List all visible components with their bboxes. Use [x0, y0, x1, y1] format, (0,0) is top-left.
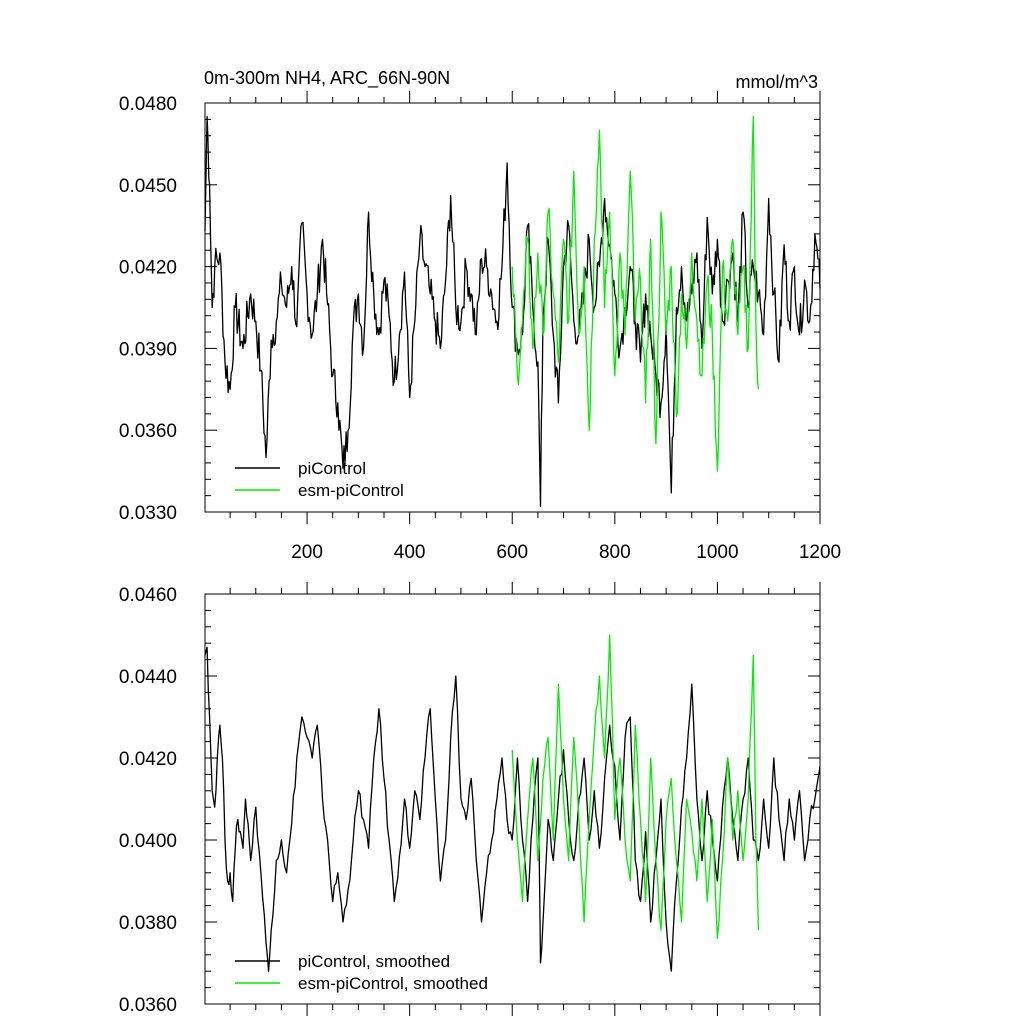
- y-tick-label: 0.0420: [119, 258, 177, 279]
- panel-top: 0.0330 0.0360 0.0390 0.0420 0.0450 0.0480 200 4…: [119, 91, 841, 563]
- chart-title: 0m-300m NH4, ARC_66N-90N: [204, 68, 450, 89]
- x-tick-label: 1200: [799, 542, 841, 563]
- series-line-esm-picontrol-smoothed: [511, 634, 760, 940]
- legend-label: piControl: [298, 459, 366, 478]
- panels: 0.0330 0.0360 0.0390 0.0420 0.0450 0.0480 200 4…: [119, 91, 841, 1016]
- legend-label: esm-piControl, smoothed: [298, 974, 488, 993]
- legend-label: esm-piControl: [298, 481, 404, 500]
- x-tick-label: 800: [599, 542, 631, 563]
- y-tick-label: 0.0390: [119, 339, 177, 360]
- series-line-picontrol: [204, 115, 821, 508]
- y-tick-label: 0.0360: [119, 421, 177, 442]
- units-label: mmol/m^3: [736, 72, 818, 92]
- y-tick-label: 0.0360: [119, 995, 177, 1016]
- y-tick-label: 0.0420: [119, 749, 177, 770]
- y-tick-label: 0.0330: [119, 503, 177, 524]
- y-tick-label: 0.0450: [119, 176, 177, 197]
- y-tick-label: 0.0380: [119, 913, 177, 934]
- x-tick-label: 600: [496, 542, 528, 563]
- legend-label: piControl, smoothed: [298, 952, 450, 971]
- x-tick-label: 400: [394, 542, 426, 563]
- x-tick-label: 1000: [696, 542, 738, 563]
- panel-bottom: 0.0360 0.0380 0.0400 0.0420 0.0440 0.0460 piCo…: [119, 582, 821, 1016]
- plot-frame: [204, 593, 821, 1005]
- series-line-picontrol-smoothed: [204, 646, 821, 972]
- y-tick-label: 0.0480: [119, 94, 177, 115]
- x-tick-label: 200: [291, 542, 323, 563]
- series-line-esm-picontrol: [511, 115, 760, 472]
- y-tick-label: 0.0460: [119, 585, 177, 606]
- y-tick-label: 0.0400: [119, 831, 177, 852]
- y-tick-label: 0.0440: [119, 667, 177, 688]
